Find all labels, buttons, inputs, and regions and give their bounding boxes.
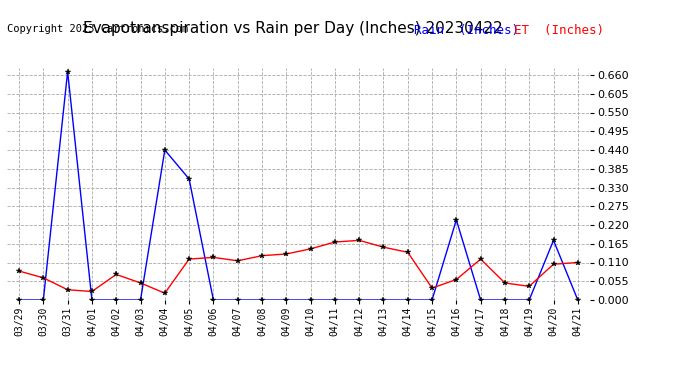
Text: ET  (Inches): ET (Inches): [514, 24, 604, 38]
Text: Rain  (Inches): Rain (Inches): [414, 24, 519, 38]
Text: Evapotranspiration vs Rain per Day (Inches) 20230422: Evapotranspiration vs Rain per Day (Inch…: [83, 21, 503, 36]
Text: Copyright 2023 Cartronics.com: Copyright 2023 Cartronics.com: [7, 24, 188, 34]
